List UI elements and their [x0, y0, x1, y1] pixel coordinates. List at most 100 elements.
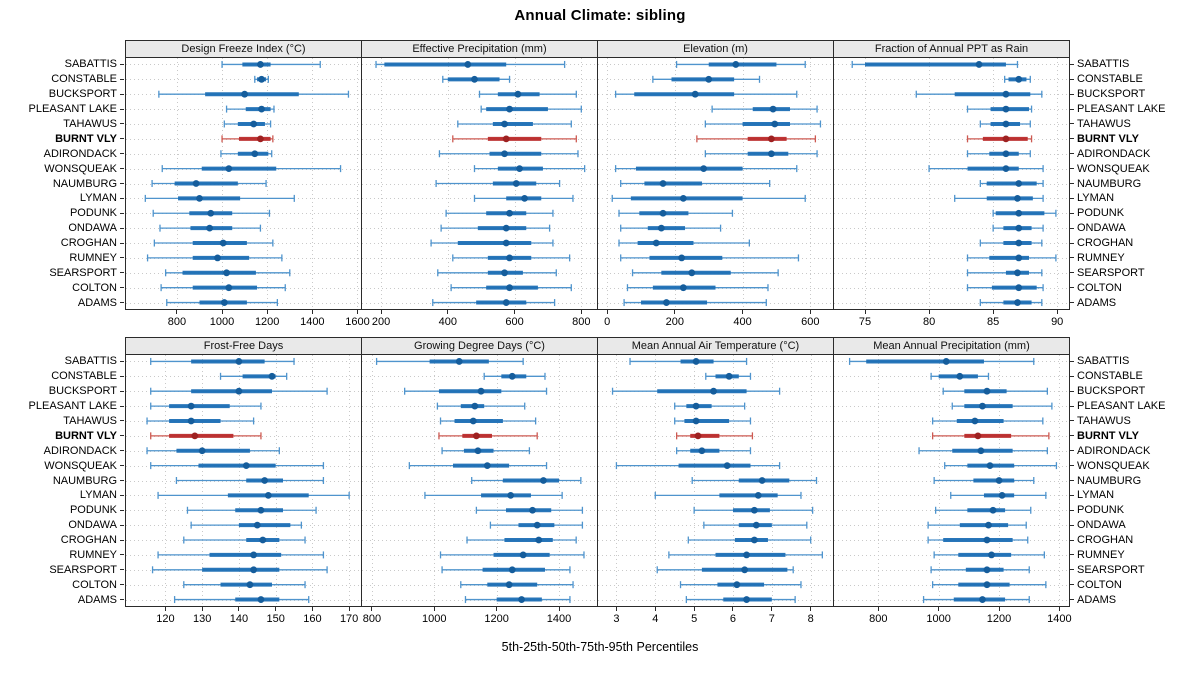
median-dot — [501, 120, 508, 128]
row-tick-right — [1070, 569, 1074, 571]
axis-tick-label: 1000 — [209, 316, 235, 328]
median-dot — [529, 506, 536, 514]
median-dot — [455, 358, 463, 365]
row-tick-right — [1070, 108, 1074, 110]
interval — [437, 269, 557, 277]
site-label-left: ONDAWA — [68, 222, 117, 235]
median-dot — [257, 506, 265, 514]
axis-tick-label: 1400 — [546, 613, 572, 625]
median-dot — [767, 135, 775, 143]
median-dot — [508, 372, 516, 380]
axis-tick — [356, 310, 358, 314]
row-tick-right — [1070, 420, 1074, 422]
median-dot — [769, 105, 777, 113]
row-tick-left — [120, 153, 124, 155]
median-dot — [692, 402, 700, 410]
median-dot — [1015, 209, 1023, 217]
median-dot — [506, 284, 513, 292]
site-label-right: NAUMBURG — [1077, 177, 1142, 190]
interval — [966, 269, 1043, 277]
axis-tick-label: 1200 — [254, 316, 280, 328]
interval — [679, 581, 802, 589]
axis-tick — [693, 607, 695, 611]
axis-tick-label: 800 — [362, 613, 382, 625]
row-tick-right — [1070, 480, 1074, 481]
panel-plot — [361, 354, 598, 607]
interval — [160, 284, 286, 292]
median-dot — [1015, 254, 1023, 262]
panel-strip: Fraction of Annual PPT as Rain — [833, 40, 1070, 57]
site-label-right: LYMAN — [1077, 489, 1115, 502]
interval — [151, 566, 328, 574]
median-dot — [514, 90, 522, 98]
row-tick-left — [120, 450, 124, 452]
median-dot — [1002, 165, 1010, 173]
interval — [922, 596, 1030, 604]
interval-highlight — [452, 135, 577, 143]
median-dot — [692, 417, 700, 425]
median-dot — [1015, 75, 1023, 83]
median-dot — [678, 254, 686, 262]
median-dot — [250, 120, 258, 128]
row-tick-left — [120, 554, 124, 556]
median-dot — [474, 447, 482, 455]
interval — [436, 402, 526, 410]
axis-tick-label: 1200 — [484, 613, 509, 625]
interval-highlight — [438, 432, 538, 440]
site-label-left: LYMAN — [79, 192, 117, 205]
interval — [183, 536, 306, 544]
interval — [157, 551, 325, 559]
median-dot — [663, 299, 670, 306]
axis-tick-label: 160 — [303, 613, 322, 625]
median-dot — [206, 224, 214, 232]
interval — [225, 105, 275, 113]
median-dot — [257, 135, 264, 143]
axis-tick — [742, 310, 744, 314]
interval — [931, 417, 1044, 425]
site-label-left: ADAMS — [77, 296, 117, 309]
interval — [614, 90, 798, 98]
median-dot — [752, 521, 760, 529]
axis-tick — [514, 310, 516, 314]
row-tick-right — [1070, 435, 1074, 437]
interval — [146, 447, 280, 455]
axis-tick — [809, 310, 811, 314]
median-dot — [758, 477, 766, 484]
median-dot — [1002, 120, 1010, 128]
interval — [685, 596, 796, 604]
median-dot — [502, 224, 510, 232]
site-label-left: SABATTIS — [64, 58, 117, 71]
panel-title: Design Freeze Index (°C) — [181, 43, 306, 55]
axis-tick-label: 4 — [652, 613, 659, 625]
row-tick-left — [120, 168, 124, 170]
interval — [144, 194, 295, 202]
median-dot — [743, 551, 750, 559]
median-dot — [1002, 150, 1010, 158]
axis-tick — [433, 607, 435, 611]
interval-highlight — [675, 432, 754, 440]
site-label-right: BURNT VLY — [1077, 132, 1139, 145]
row-tick-right — [1070, 599, 1074, 601]
site-label-right: BURNT VLY — [1077, 429, 1139, 442]
site-label-left: RUMNEY — [69, 251, 117, 264]
row-tick-left — [120, 375, 124, 377]
site-label-right: CROGHAN — [1077, 534, 1134, 547]
site-label-left: WONSQUEAK — [44, 162, 117, 175]
median-dot — [1015, 180, 1023, 187]
site-label-left: RUMNEY — [69, 548, 117, 561]
median-dot — [692, 358, 700, 365]
interval — [966, 105, 1033, 113]
row-tick-left — [120, 539, 124, 541]
median-dot — [1015, 224, 1023, 232]
panel-plot — [833, 354, 1070, 607]
row-tick-right — [1070, 257, 1074, 259]
median-dot — [502, 299, 510, 306]
row-tick-left — [120, 524, 124, 526]
interval — [161, 165, 342, 173]
axis-tick-label: 600 — [505, 316, 524, 328]
median-dot — [471, 402, 479, 410]
site-label-left: SEARSPORT — [49, 563, 117, 576]
interval — [668, 551, 823, 559]
median-dot — [235, 387, 243, 395]
axis-tick — [311, 310, 313, 314]
